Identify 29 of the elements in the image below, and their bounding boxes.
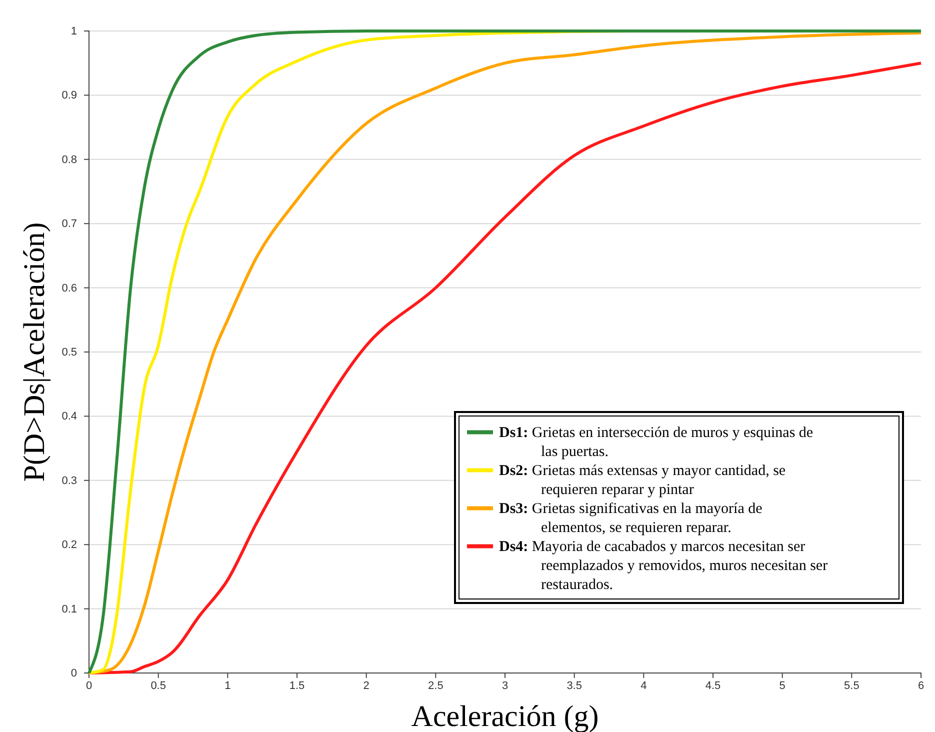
legend-label: Ds1: Grietas en intersección de muros y esquinas de las puertas. [499, 425, 814, 460]
y-tick-label: 0.2 [62, 539, 77, 552]
x-tick-label: 4.5 [705, 680, 721, 692]
legend-label: Ds3: Grietas significativas en la mayoría de elementos, se requieren reparar. [499, 501, 763, 536]
x-tick-label: 2 [363, 680, 370, 692]
y-axis-title: P(D>Ds|Aceleración) [18, 222, 51, 482]
y-tick-label: 0.6 [62, 282, 77, 294]
x-tick-label: 0.5 [150, 680, 166, 692]
legend-label: Ds2: Grietas más extensas y mayor cantidad, se requieren reparar y pintar [499, 463, 786, 498]
y-tick-label: 0.8 [62, 154, 77, 166]
y-tick-label: 0.1 [62, 603, 77, 616]
x-tick-label: 3.5 [566, 680, 582, 692]
x-tick-label: 1 [224, 680, 231, 692]
x-tick-label: 5.5 [844, 680, 860, 692]
legend-label: Ds4: Mayoria de cacabados y marcos necesitan ser reemplazados y removidos, muros necesitan ser restaurados. [499, 539, 828, 594]
y-tick-label: 0.3 [62, 474, 77, 487]
y-tick-label: 0.4 [62, 410, 77, 423]
x-tick-label: 2.5 [428, 680, 444, 692]
x-tick-label: 0 [86, 680, 92, 692]
y-tick-label: 0.5 [62, 346, 77, 359]
x-tick-label: 5 [779, 680, 786, 692]
x-tick-label: 6 [918, 680, 924, 692]
x-tick-label: 3 [502, 680, 508, 692]
x-tick-label: 1.5 [289, 680, 305, 692]
y-tick-label: 0 [70, 668, 77, 680]
y-tick-label: 0.9 [62, 90, 77, 102]
y-tick-label: 1 [70, 26, 77, 38]
y-tick-label: 0.7 [62, 218, 77, 230]
x-tick-label: 4 [640, 680, 647, 692]
